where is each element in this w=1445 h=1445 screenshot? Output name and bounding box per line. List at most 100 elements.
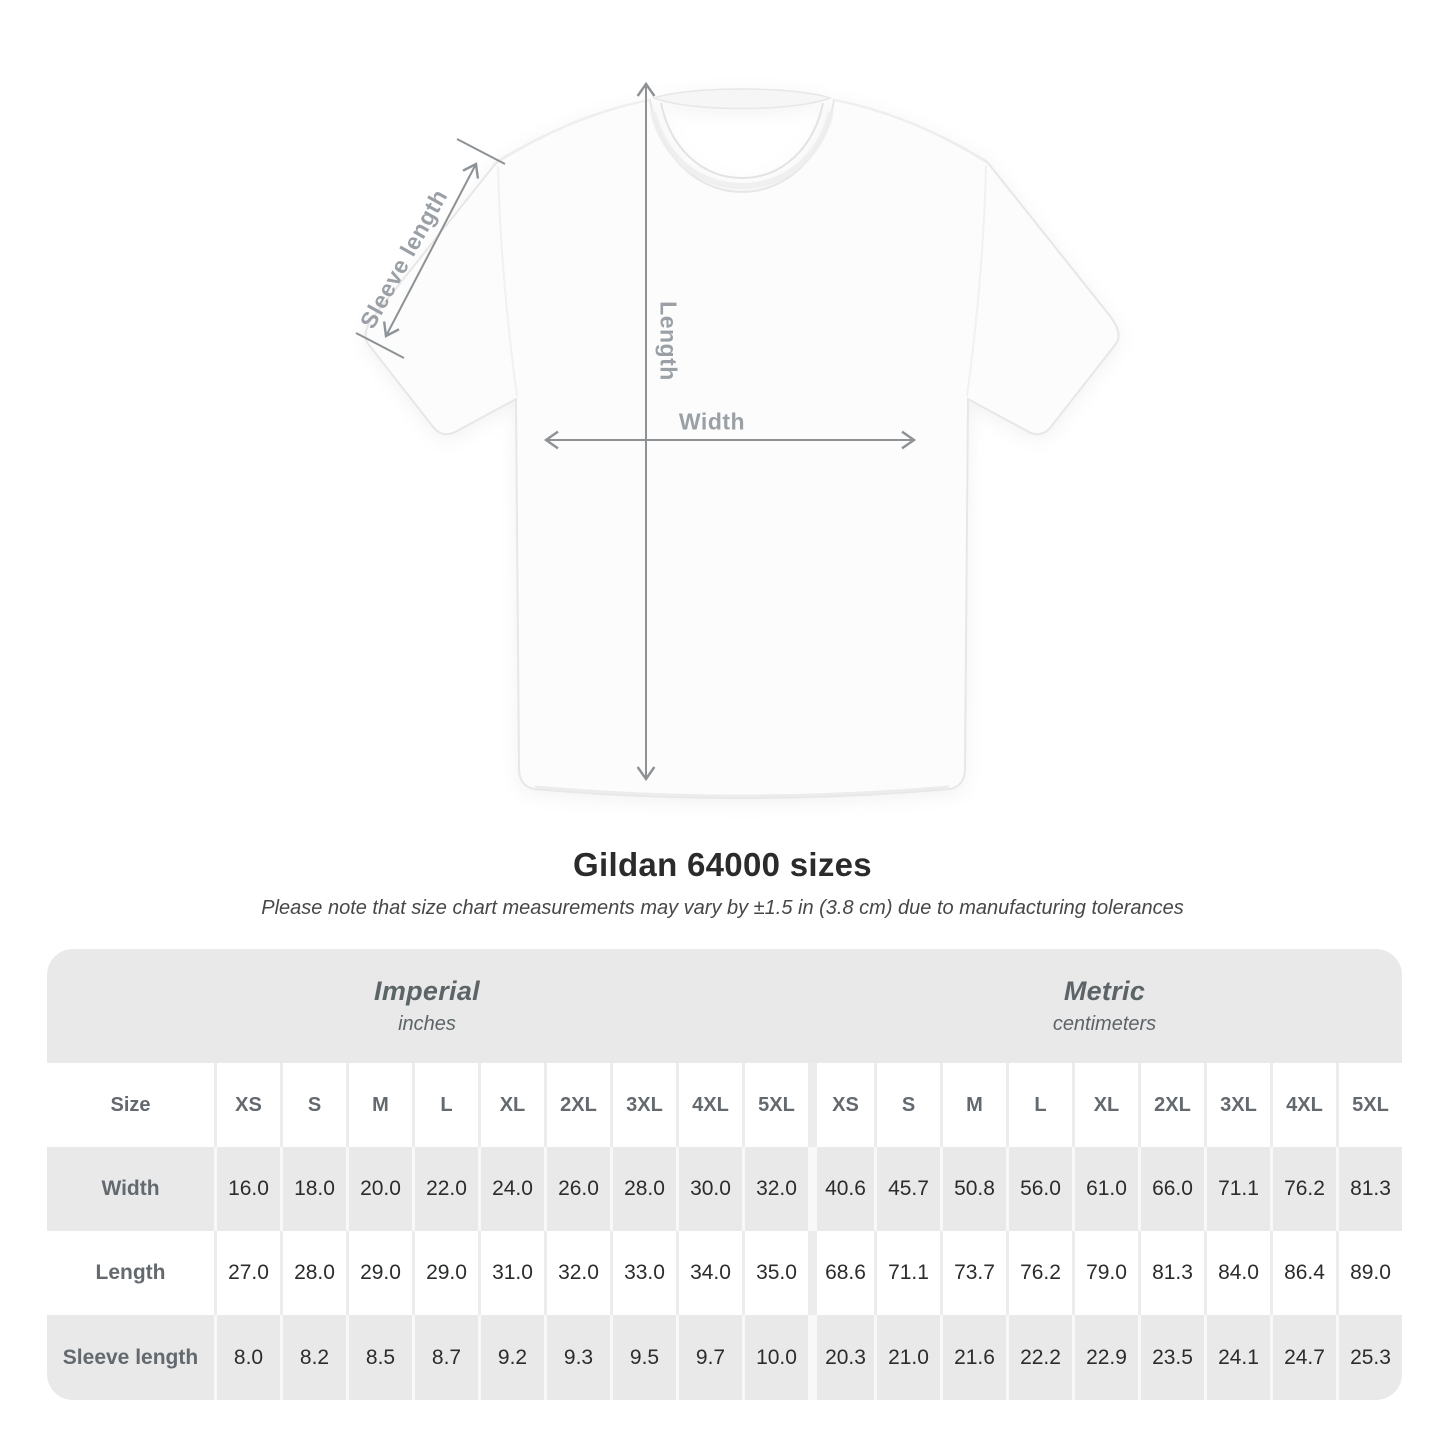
- imperial-value-cell: 8.0: [214, 1315, 280, 1400]
- length-label: Length: [655, 301, 682, 381]
- metric-value-cell: 20.3: [808, 1315, 874, 1400]
- row-label-cell: Width: [101, 1177, 160, 1200]
- imperial-value-cell: 29.0: [346, 1231, 412, 1315]
- size-col-header: XL: [1072, 1063, 1138, 1147]
- size-col-header: 2XL: [1138, 1063, 1204, 1147]
- sleeve-arrow-tick-top: [456, 138, 506, 165]
- metric-value-cell: 45.7: [874, 1147, 940, 1231]
- imperial-value-cell: 16.0: [214, 1147, 280, 1231]
- size-col-header: M: [940, 1063, 1006, 1147]
- size-col-header: 4XL: [1270, 1063, 1336, 1147]
- size-col-header: XL: [478, 1063, 544, 1147]
- imperial-value-cell: 9.7: [676, 1315, 742, 1400]
- measurement-rows: Width 16.0 18.0 20.0 22.0 24.0 26.0 28.0 30.0 32.…: [47, 1147, 1402, 1400]
- imperial-value-cell: 9.3: [544, 1315, 610, 1400]
- measurement-row: Width 16.0 18.0 20.0 22.0 24.0 26.0 28.0 30.0 32.…: [47, 1147, 1402, 1231]
- measurement-row: Length 27.0 28.0 29.0 29.0 31.0 32.0 33.0 34.0 35…: [47, 1231, 1402, 1315]
- page-title: Gildan 64000 sizes: [573, 846, 872, 883]
- imperial-value-cell: 28.0: [280, 1231, 346, 1315]
- unit-header-band: Imperial inches Metric centimeters: [47, 949, 1402, 1063]
- metric-section-header: Metric centimeters: [807, 949, 1402, 1063]
- metric-value-cell: 66.0: [1138, 1147, 1204, 1231]
- metric-value-cell: 25.3: [1336, 1315, 1402, 1400]
- size-col-header: XS: [214, 1063, 280, 1147]
- metric-value-cell: 24.7: [1270, 1315, 1336, 1400]
- metric-value-cell: 61.0: [1072, 1147, 1138, 1231]
- imperial-value-cell: 32.0: [544, 1231, 610, 1315]
- size-col-header: 3XL: [610, 1063, 676, 1147]
- metric-value-cell: 84.0: [1204, 1231, 1270, 1315]
- tolerance-note: Please note that size chart measurements…: [261, 897, 1184, 919]
- metric-value-cell: 22.9: [1072, 1315, 1138, 1400]
- metric-value-cell: 22.2: [1006, 1315, 1072, 1400]
- metric-title: Metric: [1063, 976, 1146, 1006]
- size-col-header: XS: [808, 1063, 874, 1147]
- imperial-value-cell: 9.5: [610, 1315, 676, 1400]
- imperial-value-cell: 8.2: [280, 1315, 346, 1400]
- metric-value-cell: 71.1: [1204, 1147, 1270, 1231]
- size-col-header: L: [1006, 1063, 1072, 1147]
- imperial-section-header: Imperial inches: [47, 949, 807, 1063]
- metric-value-cell: 40.6: [808, 1147, 874, 1231]
- metric-value-cell: 24.1: [1204, 1315, 1270, 1400]
- size-col-header: 5XL: [1336, 1063, 1402, 1147]
- row-label-cell: Sleeve length: [62, 1345, 199, 1369]
- metric-value-cell: 89.0: [1336, 1231, 1402, 1315]
- size-col-header: L: [412, 1063, 478, 1147]
- imperial-value-cell: 22.0: [412, 1147, 478, 1231]
- tshirt-diagram: [355, 81, 1120, 799]
- imperial-value-cell: 27.0: [214, 1231, 280, 1315]
- imperial-value-cell: 24.0: [478, 1147, 544, 1231]
- size-col-header: 2XL: [544, 1063, 610, 1147]
- imperial-value-cell: 8.5: [346, 1315, 412, 1400]
- size-col-header: S: [280, 1063, 346, 1147]
- size-col-header: S: [874, 1063, 940, 1147]
- imperial-value-cell: 32.0: [742, 1147, 808, 1231]
- measurement-arrows: [355, 81, 917, 782]
- metric-value-cell: 71.1: [874, 1231, 940, 1315]
- imperial-value-cell: 35.0: [742, 1231, 808, 1315]
- metric-value-cell: 21.6: [940, 1315, 1006, 1400]
- metric-value-cell: 76.2: [1006, 1231, 1072, 1315]
- imperial-value-cell: 29.0: [412, 1231, 478, 1315]
- imperial-value-cell: 8.7: [412, 1315, 478, 1400]
- imperial-value-cell: 28.0: [610, 1147, 676, 1231]
- metric-unit: centimeters: [1052, 1013, 1157, 1035]
- size-col-header: M: [346, 1063, 412, 1147]
- imperial-value-cell: 33.0: [610, 1231, 676, 1315]
- imperial-value-cell: 18.0: [280, 1147, 346, 1231]
- imperial-value-cell: 26.0: [544, 1147, 610, 1231]
- imperial-unit: inches: [398, 1013, 456, 1035]
- size-header-cell: Size: [110, 1093, 151, 1116]
- row-label-cell: Length: [95, 1261, 166, 1284]
- sleeve-arrow-tick-bottom: [355, 332, 405, 359]
- imperial-value-cell: 31.0: [478, 1231, 544, 1315]
- metric-value-cell: 86.4: [1270, 1231, 1336, 1315]
- imperial-value-cell: 9.2: [478, 1315, 544, 1400]
- metric-value-cell: 81.3: [1336, 1147, 1402, 1231]
- imperial-title: Imperial: [374, 976, 480, 1006]
- sleeve-arrow: [382, 162, 480, 338]
- measurement-row: Sleeve length 8.0 8.2 8.5 8.7 9.2 9.3 9.5 9.7 10.…: [47, 1315, 1402, 1400]
- metric-value-cell: 79.0: [1072, 1231, 1138, 1315]
- metric-value-cell: 50.8: [940, 1147, 1006, 1231]
- imperial-value-cell: 20.0: [346, 1147, 412, 1231]
- metric-value-cell: 73.7: [940, 1231, 1006, 1315]
- imperial-value-cell: 10.0: [742, 1315, 808, 1400]
- metric-value-cell: 81.3: [1138, 1231, 1204, 1315]
- metric-value-cell: 68.6: [808, 1231, 874, 1315]
- size-table: Imperial inches Metric centimeters Size …: [47, 949, 1402, 1400]
- metric-value-cell: 76.2: [1270, 1147, 1336, 1231]
- metric-value-cell: 23.5: [1138, 1315, 1204, 1400]
- tshirt-image: [364, 88, 1120, 799]
- width-label: Width: [678, 408, 746, 435]
- size-col-header: 4XL: [676, 1063, 742, 1147]
- size-header-row: Size XS S M L XL 2XL 3XL 4XL 5XL XS S M L XL 2XL 3XL 4XL…: [47, 1063, 1402, 1147]
- metric-value-cell: 21.0: [874, 1315, 940, 1400]
- imperial-value-cell: 30.0: [676, 1147, 742, 1231]
- size-col-header: 5XL: [742, 1063, 808, 1147]
- imperial-value-cell: 34.0: [676, 1231, 742, 1315]
- metric-value-cell: 56.0: [1006, 1147, 1072, 1231]
- size-col-header: 3XL: [1204, 1063, 1270, 1147]
